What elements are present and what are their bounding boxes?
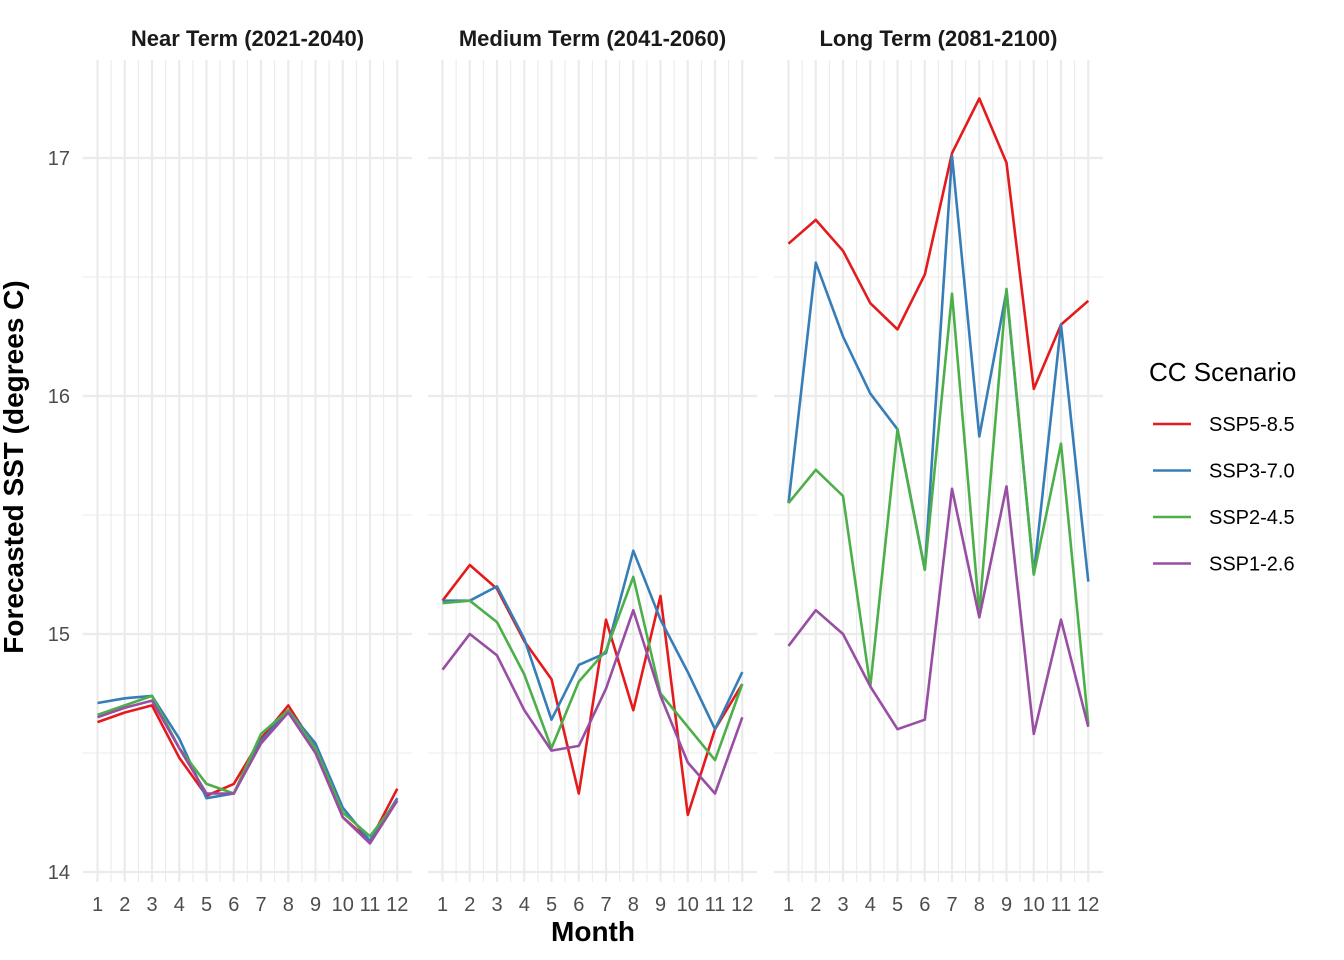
x-tick-label: 5 [546,894,557,916]
x-tick-label: 3 [146,894,157,916]
y-tick-label: 16 [48,386,70,408]
x-tick-label: 4 [174,894,185,916]
y-axis: 14 15 16 17 [48,148,70,884]
series-line-ssp1-2-6 [787,485,1090,736]
x-axis-title: Month [551,916,635,947]
legend-label: SSP2-4.5 [1209,507,1295,529]
series-line-ssp1-2-6 [441,608,744,795]
x-tick-label: 9 [310,894,321,916]
legend-label: SSP1-2.6 [1209,554,1295,576]
y-tick-label: 15 [48,624,70,646]
x-tick-label: 3 [837,894,848,916]
x-tick-label: 10 [1023,894,1045,916]
facet-panel-3: Long Term (2081-2100)1 2 3 4 5 6 7 8 9 10 11 12 [774,26,1103,916]
legend: CC Scenario SSP5-8.5 SSP3-7.0 SSP2-4.5 SSP1-… [1149,357,1296,576]
x-tick-label: 3 [491,894,502,916]
x-tick-label: 7 [946,894,957,916]
x-tick-label: 5 [201,894,212,916]
x-tick-label: 10 [677,894,699,916]
x-tick-label: 1 [437,894,448,916]
series-line-ssp2-4-5 [97,694,399,838]
series-line-ssp2-4-5 [787,287,1090,725]
x-tick-label: 1 [783,894,794,916]
y-tick-label: 17 [48,148,70,170]
x-tick-label: 7 [255,894,266,916]
x-tick-label: 8 [974,894,985,916]
x-tick-label: 4 [519,894,530,916]
legend-title: CC Scenario [1149,357,1296,387]
x-tick-label: 9 [1001,894,1012,916]
x-tick-label: 2 [464,894,475,916]
legend-label: SSP3-7.0 [1209,461,1295,483]
x-tick-label: 7 [600,894,611,916]
series-line-ssp3-7-0 [787,154,1090,582]
x-tick-label: 6 [919,894,930,916]
x-tick-label: 2 [119,894,130,916]
x-tick-label: 10 [332,894,354,916]
facet-panel-1: Near Term (2021-2040)1 2 3 4 5 6 7 8 9 10 11 12 [83,26,412,916]
x-tick-label: 12 [731,894,753,916]
x-tick-label: 6 [573,894,584,916]
series-line-ssp5-8-5 [441,563,744,817]
x-tick-label: 1 [92,894,103,916]
legend-label: SSP5-8.5 [1209,414,1295,436]
x-tick-label: 6 [228,894,239,916]
x-tick-label: 5 [892,894,903,916]
x-tick-label: 11 [360,894,381,916]
series-line-ssp1-2-6 [97,699,399,845]
facet-panel-2: Medium Term (2041-2060)1 2 3 4 5 6 7 8 9 10 11 12 [428,26,757,916]
facet-title: Medium Term (2041-2060) [459,26,726,51]
y-axis-title: Forecasted SST (degrees C) [0,280,29,653]
y-tick-label: 14 [48,862,70,884]
x-tick-label: 4 [865,894,876,916]
x-tick-label: 12 [386,894,408,916]
x-tick-label: 12 [1077,894,1099,916]
facet-title: Long Term (2081-2100) [819,26,1057,51]
x-tick-label: 8 [628,894,639,916]
x-tick-label: 8 [283,894,294,916]
series-line-ssp5-8-5 [787,97,1090,391]
x-tick-label: 11 [1051,894,1072,916]
series-line-ssp3-7-0 [442,549,744,731]
x-tick-label: 9 [655,894,666,916]
facet-title: Near Term (2021-2040) [131,26,364,51]
x-tick-label: 11 [705,894,726,916]
x-tick-label: 2 [810,894,821,916]
facet-panels: Near Term (2021-2040)1 2 3 4 5 6 7 8 9 10 11 12Medi… [83,26,1103,916]
series-line-ssp2-4-5 [442,575,744,762]
